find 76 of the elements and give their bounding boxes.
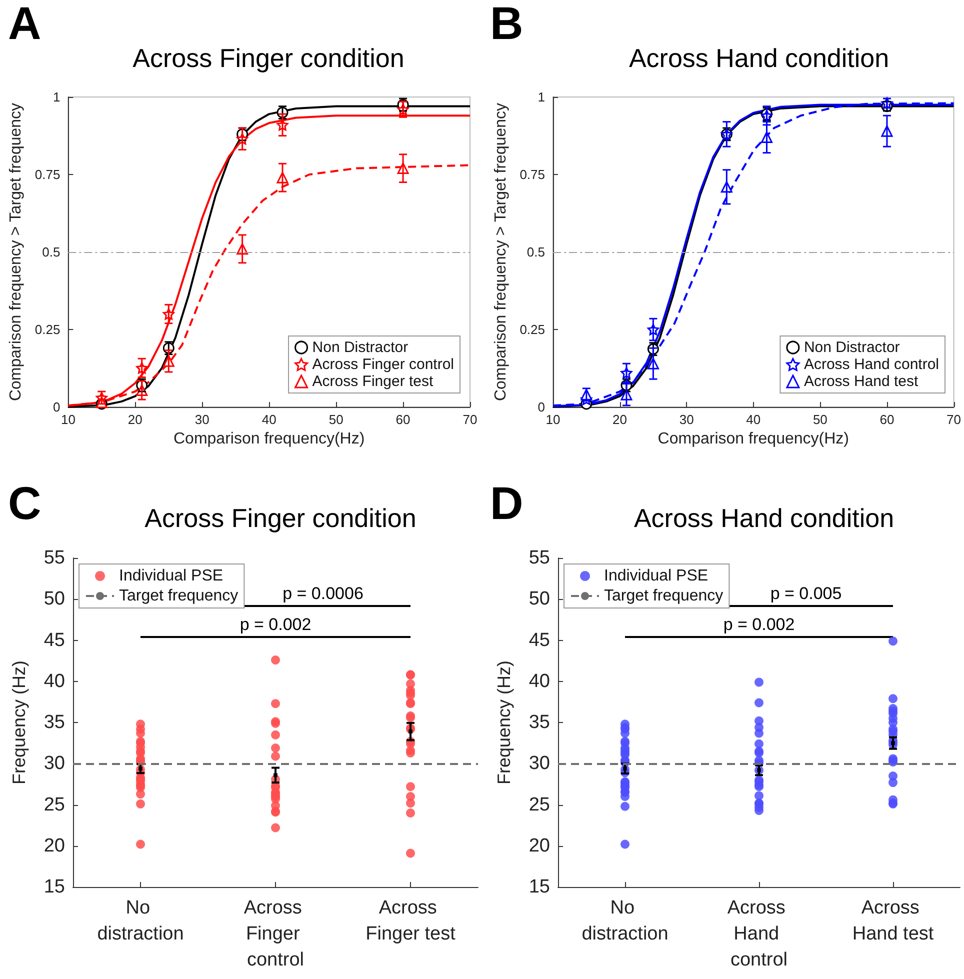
- y-tick-label: 30: [528, 753, 550, 774]
- x-tick-label: 20: [128, 412, 142, 427]
- y-tick-label: 50: [528, 588, 550, 610]
- y-tick-label: 45: [44, 630, 65, 651]
- y-tick-label: 15: [528, 876, 550, 898]
- text: B: [490, 0, 524, 49]
- y-tick-label: 40: [528, 670, 550, 692]
- annotation: p = 0.005: [770, 584, 842, 603]
- x-tick-label: 60: [396, 412, 410, 427]
- y-tick-label: 0: [52, 400, 60, 414]
- legend-label: Non Distractor: [312, 339, 408, 356]
- y-tick-label: 20: [44, 835, 65, 856]
- legend-label: Target frequency: [119, 588, 238, 604]
- y-tick-label: 35: [44, 712, 65, 733]
- y-tick-label: 15: [44, 876, 65, 898]
- legend-label: Target frequency: [604, 588, 724, 604]
- x-tick-label: 10: [60, 412, 76, 427]
- x-tick-label: No distraction: [582, 898, 668, 944]
- x-tick-label: 40: [262, 412, 276, 427]
- y-tick-label: 55: [528, 548, 550, 568]
- y-axis-title: Comparison frequency > Target frequency: [492, 102, 510, 402]
- x-tick-label: 30: [194, 412, 210, 427]
- legend-label: Individual PSE: [119, 568, 224, 584]
- y-tick-label: 1: [538, 90, 545, 104]
- x-tick-label: 10: [546, 412, 560, 427]
- y-tick-label: 30: [44, 753, 65, 774]
- x-axis-title: Comparison frequency(Hz): [658, 430, 849, 448]
- x-tick-label: 70: [946, 412, 962, 427]
- annotation: p = 0.002: [723, 615, 795, 634]
- y-tick-label: 40: [44, 670, 65, 692]
- legend-label: Across Finger test: [312, 373, 434, 390]
- x-tick-label: 50: [812, 412, 828, 427]
- annotation: p = 0.0006: [282, 584, 364, 603]
- text: D: [490, 477, 524, 529]
- x-tick-label: Across Hand test: [852, 898, 934, 944]
- legend-label: Across Hand control: [804, 356, 940, 373]
- y-axis-title: Comparison frequency > Target frequency: [8, 102, 24, 402]
- y-axis-title: Frequency (Hz): [9, 660, 29, 785]
- y-tick-label: 20: [528, 835, 550, 856]
- x-tick-label: 60: [880, 412, 894, 427]
- x-tick-label: Across Hand control: [727, 898, 791, 970]
- annotation: p = 0.002: [240, 615, 312, 634]
- text: A: [8, 0, 42, 49]
- y-tick-label: 1: [52, 90, 60, 104]
- chart-title: Across Finger condition: [132, 43, 404, 73]
- y-tick-label: 0.25: [34, 322, 60, 337]
- y-tick-label: 35: [528, 712, 550, 733]
- chart-title: Across Finger condition: [144, 503, 416, 533]
- y-tick-label: 55: [44, 548, 65, 568]
- y-axis-title: Frequency (Hz): [494, 660, 514, 785]
- y-tick-label: 50: [44, 588, 65, 610]
- y-tick-label: 0.5: [526, 244, 545, 260]
- chart-title: Across Hand condition: [634, 503, 894, 533]
- legend-label: Across Finger control: [312, 356, 454, 373]
- x-tick-label: 70: [462, 412, 478, 427]
- y-tick-label: 0.25: [520, 322, 545, 337]
- legend-label: Non Distractor: [804, 339, 900, 356]
- legend-label: Across Hand test: [804, 373, 919, 390]
- x-tick-label: 40: [746, 412, 761, 427]
- x-tick-label: No distraction: [97, 898, 184, 944]
- y-tick-label: 0.75: [34, 167, 60, 182]
- y-tick-label: 0.5: [42, 244, 60, 260]
- x-tick-label: 50: [328, 412, 344, 427]
- y-tick-label: 25: [44, 794, 65, 816]
- y-tick-label: 25: [528, 794, 550, 816]
- y-tick-label: 45: [528, 630, 550, 651]
- legend-label: Individual PSE: [604, 568, 708, 584]
- chart-title: Across Hand condition: [628, 43, 890, 73]
- x-tick-label: Across Finger test: [366, 898, 456, 944]
- x-tick-label: 20: [612, 412, 628, 427]
- x-axis-title: Comparison frequency(Hz): [174, 430, 365, 448]
- y-tick-label: 0.75: [520, 167, 545, 182]
- text: C: [8, 477, 42, 529]
- y-tick-label: 0: [538, 400, 545, 414]
- x-tick-label: 30: [679, 412, 694, 427]
- x-tick-label: Across Finger control: [244, 898, 308, 970]
